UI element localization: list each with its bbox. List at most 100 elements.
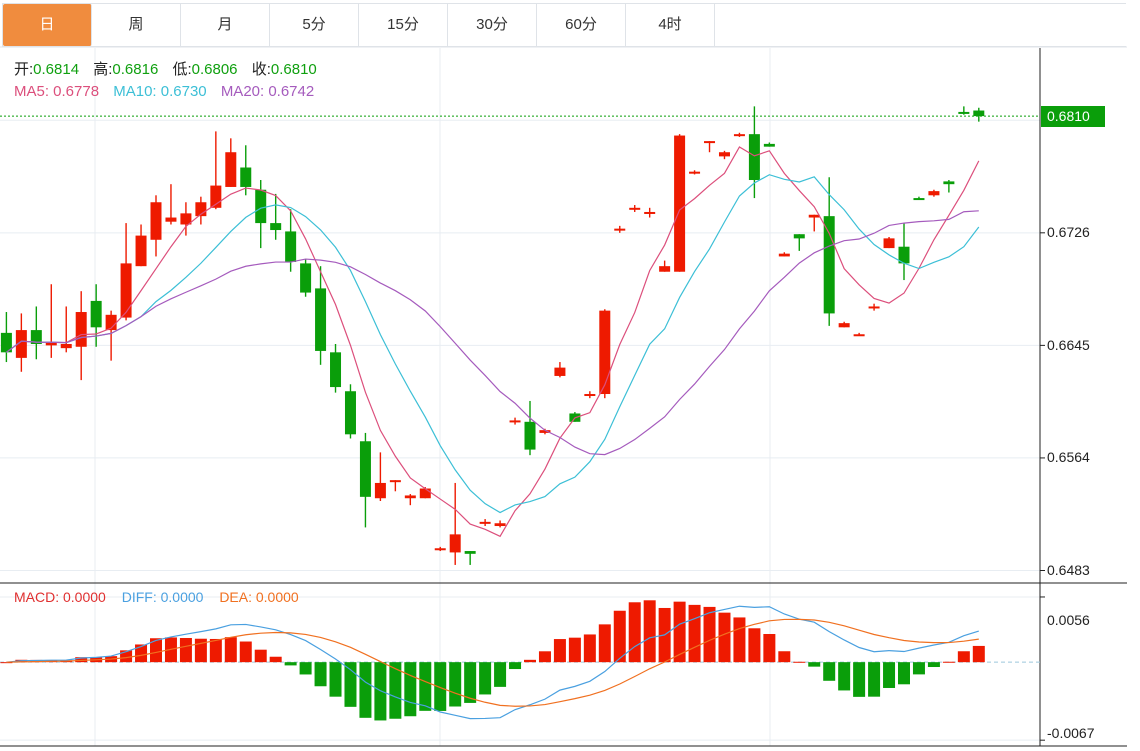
candle-body — [763, 143, 775, 147]
diff-value: DIFF: 0.0000 — [121, 589, 204, 605]
candle-body — [180, 213, 192, 225]
ma10-line — [6, 174, 980, 514]
macd-bar — [718, 612, 731, 663]
candle-body — [958, 111, 970, 114]
ma20-line — [6, 210, 979, 456]
macd-bar — [404, 662, 417, 717]
candle-body — [898, 246, 910, 264]
macd-bar — [823, 662, 836, 681]
candle-body — [913, 198, 925, 201]
macd-bar — [643, 600, 656, 663]
tab-week[interactable]: 周 — [92, 4, 181, 46]
macd-bar — [269, 656, 282, 663]
candle-body — [90, 300, 102, 328]
last-price-tag: 0.6810 — [1041, 106, 1105, 127]
macd-info: MACD: 0.0000 DIFF: 0.0000 DEA: 0.0000 — [14, 589, 311, 605]
macd-bar — [703, 606, 716, 663]
candle-body — [374, 482, 386, 499]
open-value: 0.6814 — [33, 61, 80, 78]
macd-bar — [583, 634, 596, 663]
macd-bar — [194, 638, 207, 663]
candle-body — [554, 367, 566, 376]
candle-body — [853, 334, 865, 337]
macd-bar — [972, 645, 985, 663]
candle-body — [689, 171, 701, 174]
macd-bar — [150, 638, 162, 663]
candle-body — [494, 523, 506, 527]
open-label: 开: — [14, 61, 34, 78]
candle-body — [330, 352, 342, 388]
candle-body — [135, 235, 147, 267]
macd-bar — [688, 604, 701, 663]
macd-tick: 0.0056 — [1047, 612, 1090, 628]
candle-body — [449, 534, 461, 553]
tab-15min[interactable]: 15分 — [359, 4, 448, 46]
candle-body — [928, 191, 940, 196]
macd-bar — [808, 662, 821, 667]
candle-body — [748, 134, 760, 181]
macd-bar — [209, 638, 222, 663]
ma10-value: MA10: 0.6730 — [113, 83, 207, 100]
candle-body — [614, 228, 626, 231]
candle-body — [195, 202, 207, 217]
tab-5min[interactable]: 5分 — [270, 4, 359, 46]
candle-body — [943, 181, 955, 185]
candle-body — [30, 330, 42, 344]
macd-bar — [524, 659, 536, 663]
macd-bar — [942, 661, 955, 663]
macd-bar — [778, 651, 791, 663]
macd-bar — [838, 662, 851, 691]
macd-bar — [299, 662, 312, 675]
macd-bar — [912, 662, 925, 675]
candle-body — [733, 134, 745, 137]
candle-body — [434, 548, 446, 551]
candle-body — [165, 217, 177, 222]
macd-bar — [553, 639, 566, 663]
ma5-line — [6, 146, 980, 538]
macd-bar — [120, 650, 133, 663]
ohlc-info: 开:0.6814 高:0.6816 低:0.6806 收:0.6810 MA5:… — [14, 59, 327, 103]
candle-body — [225, 152, 237, 187]
candle-body — [659, 266, 671, 272]
macd-bar — [479, 662, 492, 695]
candle-body — [344, 391, 356, 435]
candle-body — [285, 231, 297, 262]
macd-bar — [868, 662, 881, 697]
candle-body — [674, 135, 686, 272]
macd-value: MACD: 0.0000 — [14, 589, 106, 605]
high-value: 0.6816 — [112, 61, 159, 78]
macd-bar — [763, 633, 776, 663]
tab-month[interactable]: 月 — [181, 4, 270, 46]
macd-bar — [0, 662, 13, 664]
macd-bar — [628, 602, 641, 663]
macd-bar — [568, 637, 581, 663]
macd-bar — [509, 662, 522, 670]
macd-bar — [538, 651, 551, 663]
candle-body — [793, 234, 805, 239]
macd-bar — [344, 662, 357, 707]
price-tick: 0.6645 — [1047, 337, 1090, 353]
tab-60min[interactable]: 60分 — [537, 4, 626, 46]
close-value: 0.6810 — [270, 61, 317, 78]
candle-body — [973, 110, 985, 117]
macd-bar — [883, 662, 896, 688]
tab-30min[interactable]: 30分 — [448, 4, 537, 46]
candle-body — [524, 421, 536, 450]
macd-bar — [239, 641, 252, 663]
candle-body — [255, 189, 267, 224]
candle-body — [778, 253, 790, 257]
macd-bar — [853, 662, 866, 697]
dea-line — [6, 618, 979, 707]
macd-bar — [254, 649, 267, 663]
candle-body — [120, 263, 132, 318]
candle-body — [60, 343, 72, 349]
tab-day[interactable]: 日 — [3, 4, 92, 46]
macd-bar — [135, 644, 148, 663]
candle-body — [404, 495, 416, 499]
candle-body — [644, 211, 656, 214]
tab-4hour[interactable]: 4时 — [626, 4, 715, 46]
diff-line — [6, 605, 979, 720]
candle-body — [150, 202, 162, 240]
candle-body — [210, 185, 222, 208]
